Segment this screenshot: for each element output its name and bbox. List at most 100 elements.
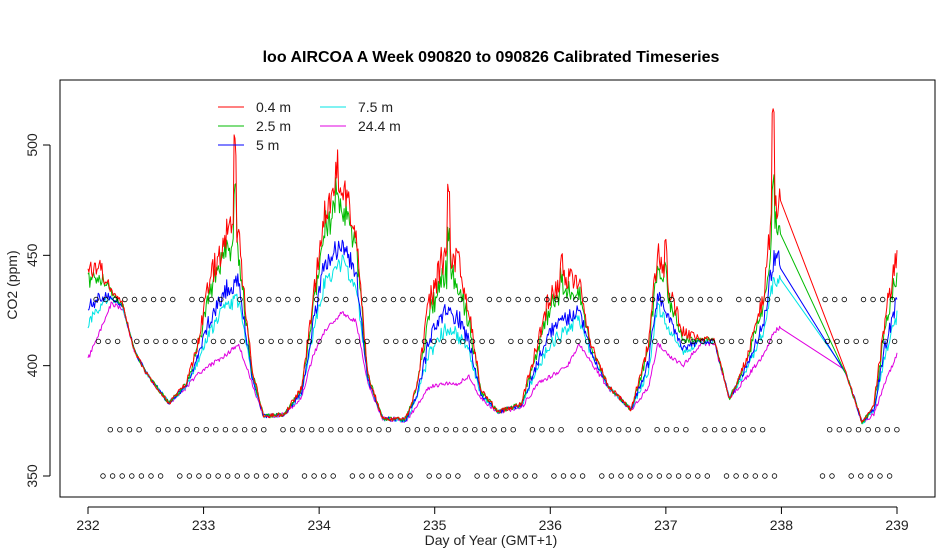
flag-marker <box>579 473 586 479</box>
y-axis: 350 400 450 500 <box>24 133 51 488</box>
x-tick-label: 235 <box>423 517 447 533</box>
flag-marker <box>457 296 464 303</box>
flag-marker <box>711 427 718 433</box>
series-layer <box>87 108 898 425</box>
flag-marker <box>544 296 550 303</box>
flag-marker <box>522 473 528 479</box>
flag-marker <box>436 473 442 479</box>
flag-marker <box>743 473 749 479</box>
flag-marker <box>750 427 756 433</box>
flag-marker <box>560 473 567 479</box>
flag-marker <box>700 338 706 345</box>
series-line <box>87 254 898 425</box>
flag-marker <box>424 427 430 433</box>
flag-marker <box>548 427 555 433</box>
flag-marker <box>565 338 572 345</box>
flag-marker <box>685 473 691 479</box>
flag-marker <box>157 473 164 479</box>
flag-marker <box>776 338 783 345</box>
flag-marker <box>210 338 217 345</box>
flag-marker <box>757 338 763 345</box>
flag-marker <box>184 427 190 433</box>
flag-marker <box>656 473 663 479</box>
flag-marker <box>515 296 521 303</box>
flag-marker <box>148 473 154 479</box>
flag-marker <box>894 427 900 433</box>
flag-marker <box>621 296 627 303</box>
flag-marker <box>675 473 682 479</box>
flag-marker <box>419 296 425 303</box>
flag-marker <box>733 473 739 479</box>
flag-marker <box>443 427 449 433</box>
flag-marker <box>402 338 409 345</box>
flag-marker <box>666 473 672 479</box>
flag-marker <box>381 296 387 303</box>
flag-marker <box>330 473 336 479</box>
flag-marker <box>258 338 265 345</box>
flag-marker <box>688 296 694 303</box>
flag-marker <box>268 338 274 345</box>
flag-marker <box>278 338 284 345</box>
flag-marker <box>604 338 610 345</box>
flag-marker <box>193 427 200 433</box>
flag-marker <box>704 473 710 479</box>
flag-marker <box>452 427 459 433</box>
flag-marker <box>299 427 305 433</box>
legend-label: 2.5 m <box>256 118 291 134</box>
flag-marker <box>635 427 641 433</box>
flag-marker <box>654 427 660 433</box>
flag-marker <box>393 338 399 345</box>
flag-marker <box>357 427 363 433</box>
flag-marker <box>246 296 253 303</box>
flag-marker <box>556 338 562 345</box>
flag-marker <box>460 338 466 345</box>
flag-marker <box>251 427 257 433</box>
flag-marker <box>215 473 221 479</box>
flag-marker <box>762 473 768 479</box>
flag-marker <box>640 296 646 303</box>
flag-marker <box>431 338 437 345</box>
flag-marker <box>309 427 315 433</box>
flag-marker <box>661 338 668 345</box>
flag-marker <box>114 338 121 345</box>
flag-marker <box>455 473 461 479</box>
flag-marker <box>625 427 631 433</box>
flag-marker <box>412 338 418 345</box>
flag-marker <box>736 296 742 303</box>
flag-marker <box>203 427 209 433</box>
flag-marker <box>527 338 533 345</box>
flag-marker <box>390 296 397 303</box>
flag-marker <box>426 473 432 479</box>
flag-marker <box>659 296 665 303</box>
flag-marker <box>611 296 617 303</box>
flag-marker <box>886 473 893 479</box>
flag-marker <box>280 427 286 433</box>
flag-marker <box>347 427 353 433</box>
flag-marker <box>191 338 197 345</box>
flag-marker <box>486 296 493 303</box>
y-tick-label: 450 <box>24 243 40 267</box>
x-tick-label: 232 <box>76 517 100 533</box>
flag-marker <box>884 427 890 433</box>
flag-marker <box>282 473 288 479</box>
flag-marker <box>287 338 293 345</box>
flag-marker <box>136 427 142 433</box>
x-tick-label: 237 <box>654 517 678 533</box>
flag-marker <box>529 427 536 433</box>
flag-marker <box>177 473 183 479</box>
flag-marker <box>102 296 109 303</box>
flag-marker <box>664 427 670 433</box>
flag-marker <box>517 338 524 345</box>
flag-marker <box>349 473 356 479</box>
flag-marker <box>400 296 406 303</box>
flag-marker <box>275 296 281 303</box>
flag-marker <box>362 296 368 303</box>
flag-marker <box>599 473 605 479</box>
flag-marker <box>414 427 420 433</box>
flag-marker <box>421 338 428 345</box>
flag-marker <box>707 296 713 303</box>
flag-marker <box>134 338 140 345</box>
flag-marker <box>109 473 116 479</box>
flag-marker <box>728 338 735 345</box>
flag-marker <box>153 338 159 345</box>
